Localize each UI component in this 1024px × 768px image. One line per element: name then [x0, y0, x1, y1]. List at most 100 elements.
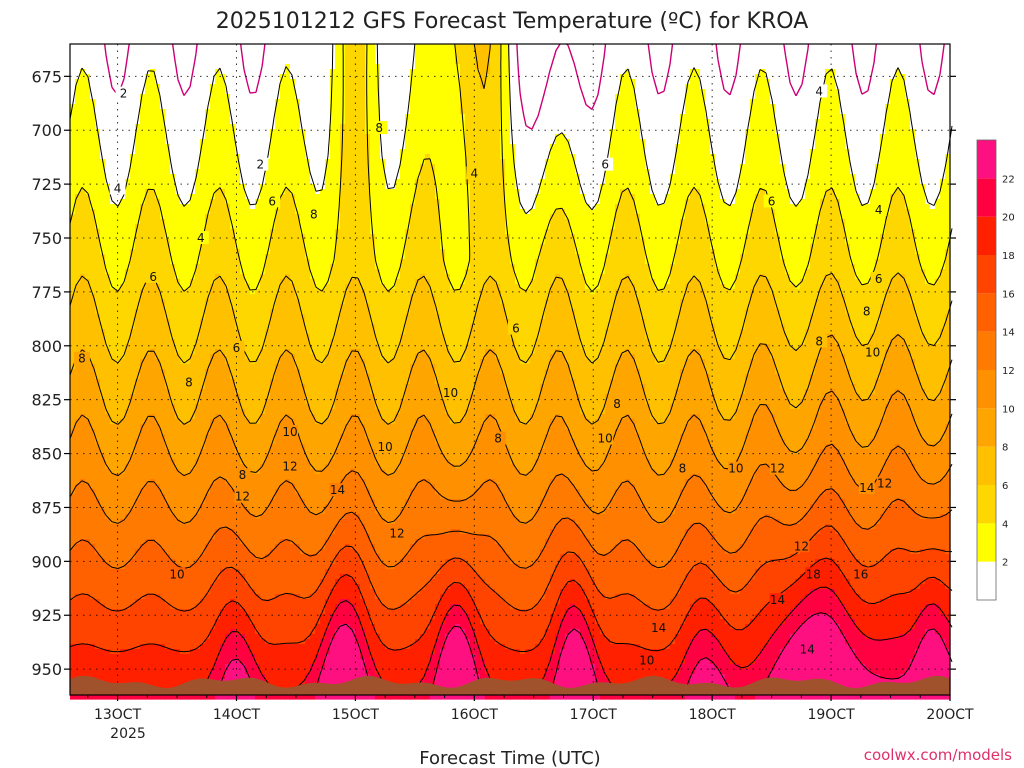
field-cell	[130, 534, 136, 540]
field-cell	[160, 309, 166, 315]
field-cell	[145, 624, 151, 630]
field-cell	[155, 469, 161, 475]
field-cell	[105, 589, 111, 595]
field-cell	[200, 594, 206, 600]
field-cell	[220, 439, 226, 445]
field-cell	[135, 569, 141, 575]
field-cell	[100, 409, 106, 415]
field-cell	[255, 254, 261, 260]
field-cell	[235, 129, 241, 135]
field-cell	[115, 449, 121, 455]
field-cell	[105, 414, 111, 420]
field-cell	[135, 444, 141, 450]
field-cell	[120, 554, 126, 560]
field-cell	[235, 134, 241, 140]
field-cell	[215, 224, 221, 230]
field-cell	[255, 599, 261, 605]
field-cell	[135, 124, 141, 130]
field-cell	[220, 614, 226, 620]
field-cell	[110, 204, 116, 210]
field-cell	[220, 99, 226, 105]
field-cell	[200, 639, 206, 645]
field-cell	[110, 399, 116, 405]
field-cell	[175, 644, 181, 650]
field-cell	[165, 249, 171, 255]
field-cell	[145, 394, 151, 400]
field-cell	[110, 129, 116, 135]
field-cell	[190, 329, 196, 335]
field-cell	[160, 144, 166, 150]
field-cell	[235, 79, 241, 85]
field-cell	[215, 534, 221, 540]
field-cell	[130, 634, 136, 640]
field-cell	[235, 479, 241, 485]
field-cell	[230, 259, 236, 265]
field-cell	[180, 654, 186, 660]
field-cell	[175, 254, 181, 260]
field-cell	[185, 254, 191, 260]
field-cell	[230, 204, 236, 210]
field-cell	[195, 504, 201, 510]
field-cell	[185, 294, 191, 300]
field-cell	[130, 649, 136, 655]
field-cell	[105, 634, 111, 640]
field-cell	[95, 179, 101, 185]
field-cell	[160, 234, 166, 240]
field-cell	[155, 624, 161, 630]
field-cell	[160, 414, 166, 420]
field-cell	[250, 569, 256, 575]
field-cell	[150, 54, 156, 60]
field-cell	[235, 604, 241, 610]
field-cell	[140, 514, 146, 520]
field-cell	[185, 344, 191, 350]
field-cell	[190, 539, 196, 545]
field-cell	[135, 219, 141, 225]
field-cell	[145, 324, 151, 330]
field-cell	[130, 204, 136, 210]
field-cell	[135, 254, 141, 260]
field-cell	[215, 259, 221, 265]
field-cell	[215, 84, 221, 90]
field-cell	[75, 399, 81, 405]
field-cell	[90, 199, 96, 205]
field-cell	[250, 459, 256, 465]
field-cell	[145, 199, 151, 205]
field-cell	[165, 49, 171, 55]
field-cell	[70, 114, 76, 120]
field-cell	[235, 374, 241, 380]
field-cell	[125, 334, 131, 340]
field-cell	[255, 119, 261, 125]
field-cell	[250, 339, 256, 345]
field-cell	[170, 649, 176, 655]
field-cell	[170, 664, 176, 670]
field-cell	[220, 319, 226, 325]
field-cell	[185, 674, 191, 680]
field-cell	[85, 664, 91, 670]
field-cell	[140, 154, 146, 160]
field-cell	[150, 549, 156, 555]
field-cell	[150, 644, 156, 650]
field-cell	[150, 189, 156, 195]
field-cell	[145, 234, 151, 240]
field-cell	[230, 599, 236, 605]
field-cell	[165, 164, 171, 170]
field-cell	[260, 104, 266, 110]
field-cell	[110, 109, 116, 115]
field-cell	[220, 664, 226, 670]
field-cell	[110, 329, 116, 335]
field-cell	[200, 514, 206, 520]
field-cell	[185, 179, 191, 185]
field-cell	[195, 639, 201, 645]
field-cell	[120, 694, 126, 700]
field-cell	[90, 579, 96, 585]
field-cell	[200, 404, 206, 410]
field-cell	[160, 44, 166, 50]
field-cell	[110, 254, 116, 260]
field-cell	[235, 654, 241, 660]
field-cell	[240, 104, 246, 110]
field-cell	[95, 144, 101, 150]
field-cell	[235, 364, 241, 370]
field-cell	[160, 59, 166, 65]
field-cell	[70, 249, 76, 255]
field-cell	[205, 649, 211, 655]
